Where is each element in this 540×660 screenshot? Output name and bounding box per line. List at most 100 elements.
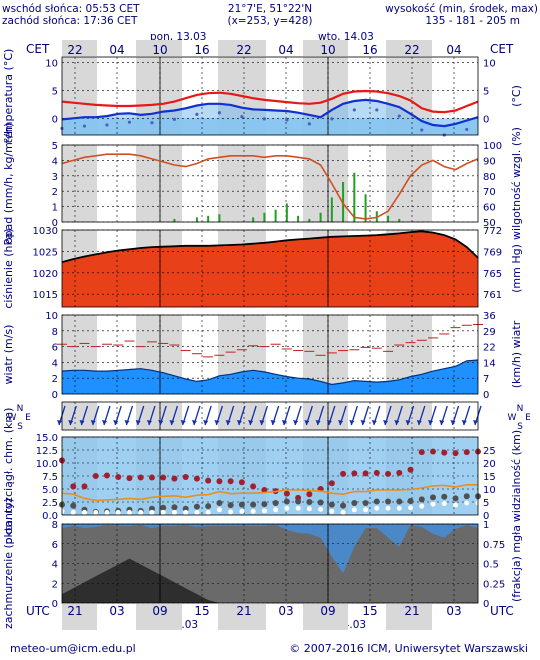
y-tick-label: 5 — [52, 141, 58, 152]
data-point — [205, 477, 212, 484]
y-tick-label: 0.0 — [42, 511, 58, 522]
data-point — [104, 509, 110, 515]
data-point — [441, 493, 448, 500]
y-tick-label-right: 1 — [483, 520, 489, 531]
wind-arrow-head — [461, 420, 467, 425]
wind-arrow-head — [203, 420, 209, 425]
data-point — [193, 503, 200, 510]
y-axis-label-right: (°C) — [510, 85, 523, 107]
y-tick-label-right: 0 — [483, 511, 489, 522]
data-point — [216, 500, 223, 507]
y-tick-label-right: 100 — [483, 141, 502, 152]
data-point — [295, 498, 302, 505]
data-point — [284, 505, 290, 511]
wind-arrow-head — [124, 420, 130, 425]
data-point — [295, 505, 301, 511]
data-point — [385, 498, 392, 505]
wind-arrow-head — [315, 420, 321, 425]
data-point — [318, 506, 324, 512]
utc-hour-tick: 15 — [362, 604, 377, 618]
panel-frame — [61, 314, 479, 395]
compass-left-w: W — [8, 413, 17, 423]
night-band — [386, 145, 432, 222]
y-tick-label-right: 7 — [483, 374, 489, 385]
cet-hour-tick: 10 — [152, 43, 167, 57]
data-point — [194, 509, 200, 515]
wind-arrow-head — [68, 420, 74, 425]
data-point — [216, 478, 223, 485]
wind-arrow-head — [214, 420, 220, 425]
data-point — [81, 483, 88, 490]
y-tick-label: 3 — [52, 172, 58, 183]
data-point — [261, 508, 267, 514]
series-line — [61, 359, 479, 386]
bar — [387, 215, 390, 222]
cloud-layer-fill — [62, 437, 478, 515]
compass-left-n: N — [17, 404, 24, 414]
data-point — [273, 507, 279, 513]
data-point — [283, 490, 290, 497]
data-point — [149, 509, 155, 515]
night-band-top — [386, 40, 432, 56]
wind-arrow-head — [191, 420, 197, 425]
y-tick-label: 0 — [52, 390, 58, 401]
compass-left-e: E — [25, 413, 31, 423]
data-point — [205, 509, 211, 515]
data-point — [127, 120, 132, 124]
y-tick-label-right: 765 — [483, 269, 502, 280]
wind-arrow-head — [113, 420, 119, 425]
wind-arrow-head — [383, 420, 389, 425]
night-band — [62, 402, 97, 430]
y-axis-label: pion. rozciągł. chm. (km) — [2, 408, 15, 545]
data-point — [81, 509, 87, 515]
panel-frame — [61, 229, 479, 308]
y-tick-label-right: 90 — [483, 156, 496, 167]
data-point — [452, 450, 459, 457]
area — [62, 231, 478, 307]
cet-left-label: CET — [26, 42, 50, 56]
data-point — [137, 474, 144, 481]
data-point — [261, 501, 268, 508]
utc-hour-tick: 03 — [109, 604, 124, 618]
utc-hour-tick: 15 — [194, 604, 209, 618]
bar — [297, 215, 300, 222]
y-tick-label: 2 — [52, 579, 58, 590]
cet-hour-tick: 04 — [278, 43, 293, 57]
utc-right-label: UTC — [490, 604, 514, 618]
bar — [330, 197, 333, 222]
night-band-bottom — [218, 604, 266, 630]
y-tick-label: 6 — [52, 540, 58, 551]
footer-email[interactable]: meteo-um@icm.edu.pl — [10, 642, 136, 655]
y-tick-label-right: 10 — [483, 59, 496, 70]
data-point — [70, 509, 76, 515]
compass-right-s: S — [517, 422, 523, 432]
data-point — [328, 480, 335, 487]
y-tick-label: 10 — [45, 59, 58, 70]
data-point — [250, 508, 256, 514]
y-tick-label-right: 36 — [483, 311, 496, 322]
data-point — [160, 509, 166, 515]
y-axis-label: wiatr (m/s) — [2, 325, 15, 385]
wind-arrow-head — [146, 420, 152, 425]
y-tick-label-right: 10 — [483, 485, 496, 496]
data-point — [463, 449, 470, 456]
data-point — [150, 121, 154, 125]
data-point — [351, 500, 358, 507]
y-tick-label: 7.5 — [42, 472, 58, 483]
y-tick-label: 15.0 — [36, 433, 58, 444]
night-band-top — [218, 40, 266, 56]
y-tick-label: 8 — [52, 520, 58, 531]
data-point — [340, 502, 347, 509]
data-point — [430, 501, 436, 507]
data-point — [465, 127, 469, 132]
data-point — [238, 479, 245, 486]
cet-hour-tick: 16 — [194, 43, 209, 57]
data-point — [148, 505, 155, 512]
data-point — [103, 472, 110, 479]
y-tick-label-right: 60 — [483, 203, 496, 214]
data-point — [396, 469, 403, 476]
y-tick-label-right: 5 — [483, 86, 489, 97]
data-point — [160, 504, 167, 511]
data-point — [362, 470, 369, 477]
